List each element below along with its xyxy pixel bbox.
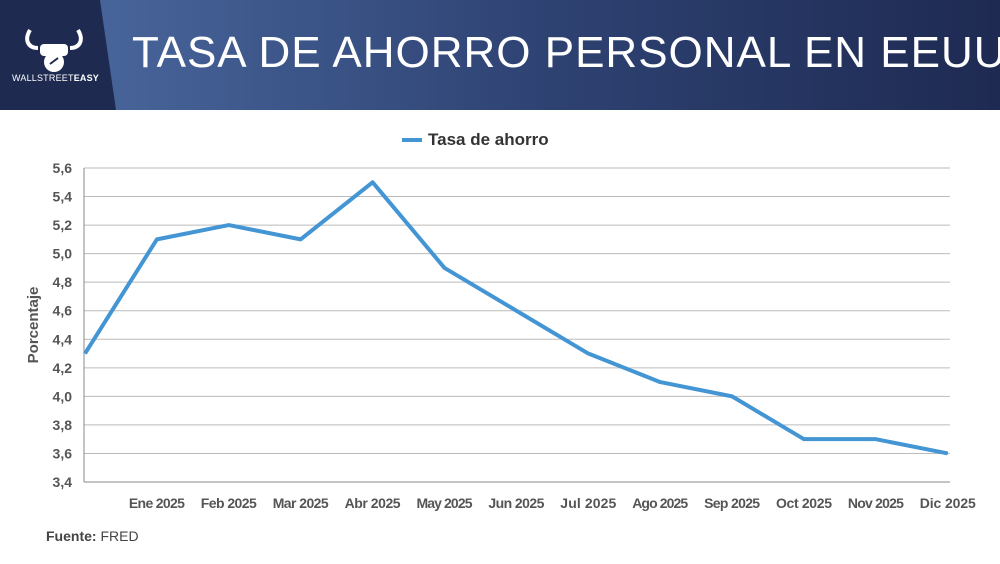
x-tick-label: Feb 2025 — [201, 495, 257, 511]
y-tick-label: 3,4 — [53, 474, 73, 490]
x-tick-label: Ene 2025 — [129, 495, 185, 511]
brand-name: WALLSTREETEASY — [12, 73, 99, 83]
y-tick-label: 3,6 — [53, 445, 73, 461]
brand-bold: EASY — [73, 73, 99, 83]
x-tick-label: Dic 2025 — [920, 495, 976, 511]
y-tick-label: 4,6 — [53, 303, 73, 319]
y-tick-label: 4,4 — [53, 331, 73, 347]
x-tick-label: Nov 2025 — [848, 495, 904, 511]
y-tick-label: 5,6 — [53, 160, 73, 176]
bull-fist-icon — [25, 28, 83, 72]
y-tick-label: 4,8 — [53, 274, 73, 290]
source-note: Fuente: FRED — [46, 528, 139, 544]
source-value: FRED — [100, 528, 139, 544]
x-tick-label: Ago 2025 — [632, 495, 688, 511]
legend-swatch — [402, 138, 422, 142]
y-tick-label: 5,0 — [53, 246, 73, 262]
y-tick-label: 4,0 — [53, 388, 73, 404]
legend-label: Tasa de ahorro — [428, 130, 549, 149]
brand-light: WALLSTREET — [12, 73, 74, 83]
x-tick-label: Abr 2025 — [345, 495, 401, 511]
header-banner: WALLSTREETEASY TASA DE AHORRO PERSONAL E… — [0, 0, 1000, 110]
page-title: TASA DE AHORRO PERSONAL EN EEUU — [132, 28, 1000, 77]
x-tick-label: Jun 2025 — [488, 495, 544, 511]
x-tick-label: Oct 2025 — [776, 495, 832, 511]
x-tick-label: May 2025 — [417, 495, 473, 511]
legend: Tasa de ahorro — [402, 130, 549, 150]
y-tick-label: 3,8 — [53, 417, 73, 433]
y-axis-label: Porcentaje — [25, 287, 42, 364]
source-label: Fuente: — [46, 528, 97, 544]
x-tick-label: Sep 2025 — [704, 495, 760, 511]
y-tick-label: 5,2 — [53, 217, 73, 233]
y-tick-label: 5,4 — [53, 189, 73, 205]
x-tick-label: Jul 2025 — [560, 495, 616, 511]
y-tick-label: 4,2 — [53, 360, 73, 376]
logo: WALLSTREETEASY — [0, 0, 116, 110]
x-tick-label: Mar 2025 — [273, 495, 329, 511]
series-line-tasa-de-ahorro — [83, 180, 949, 456]
